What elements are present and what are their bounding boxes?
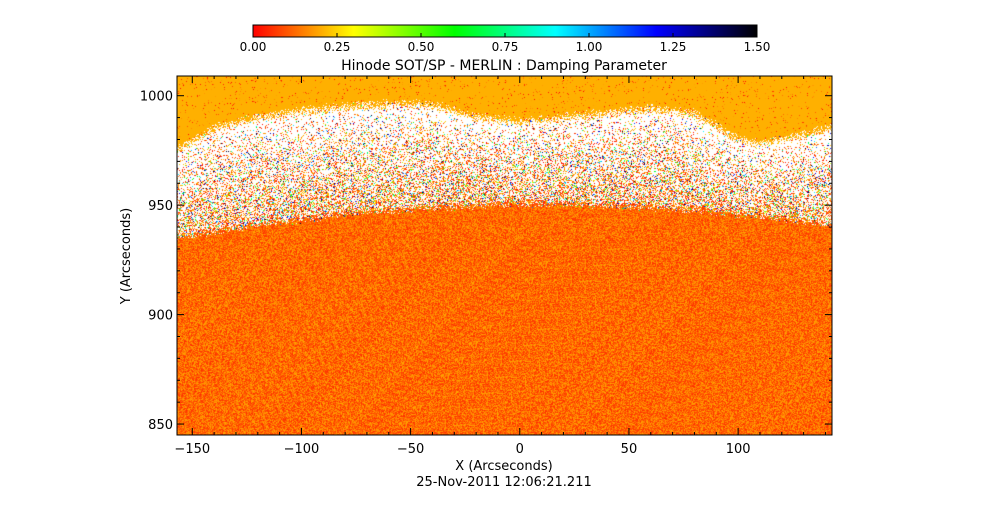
y-tick-label: 1000 xyxy=(140,90,173,105)
heatmap-image xyxy=(177,76,832,435)
x-tick-label: 50 xyxy=(621,442,638,457)
y-tick-label: 950 xyxy=(148,199,173,214)
chart-title: Hinode SOT/SP - MERLIN : Damping Paramet… xyxy=(341,58,667,74)
x-tick-label: 0 xyxy=(516,442,524,457)
x-axis-ticks: −150 −100 −50 0 50 100 xyxy=(174,76,826,457)
x-tick-label: −100 xyxy=(284,442,320,457)
plot-frame xyxy=(176,75,833,436)
x-tick-label: −150 xyxy=(174,442,210,457)
colorbar-tick-label: 1.00 xyxy=(576,40,603,54)
colorbar-tick-label: 1.50 xyxy=(744,40,771,54)
y-axis-label: Y (Arcseconds) xyxy=(119,208,134,305)
y-tick-label: 850 xyxy=(148,418,173,433)
x-tick-label: −50 xyxy=(397,442,424,457)
colorbar-ticks: 0.00 0.25 0.50 0.75 1.00 1.25 1.50 xyxy=(240,33,771,54)
y-axis-ticks: 850 900 950 1000 xyxy=(140,90,832,433)
colorbar: 0.00 0.25 0.50 0.75 1.00 1.25 1.50 xyxy=(240,24,771,54)
colorbar-tick-label: 0.00 xyxy=(240,40,267,54)
colorbar-tick-label: 0.50 xyxy=(408,40,435,54)
colorbar-tick-label: 0.75 xyxy=(492,40,519,54)
timestamp: 25-Nov-2011 12:06:21.211 xyxy=(416,475,592,490)
x-axis-label: X (Arcseconds) xyxy=(455,459,552,474)
colorbar-tick-label: 0.25 xyxy=(324,40,351,54)
y-tick-label: 900 xyxy=(148,309,173,324)
plot-area: −150 −100 −50 0 50 100 850 900 950 1000 xyxy=(140,75,833,457)
colorbar-tick-label: 1.25 xyxy=(660,40,687,54)
x-tick-label: 100 xyxy=(726,442,751,457)
